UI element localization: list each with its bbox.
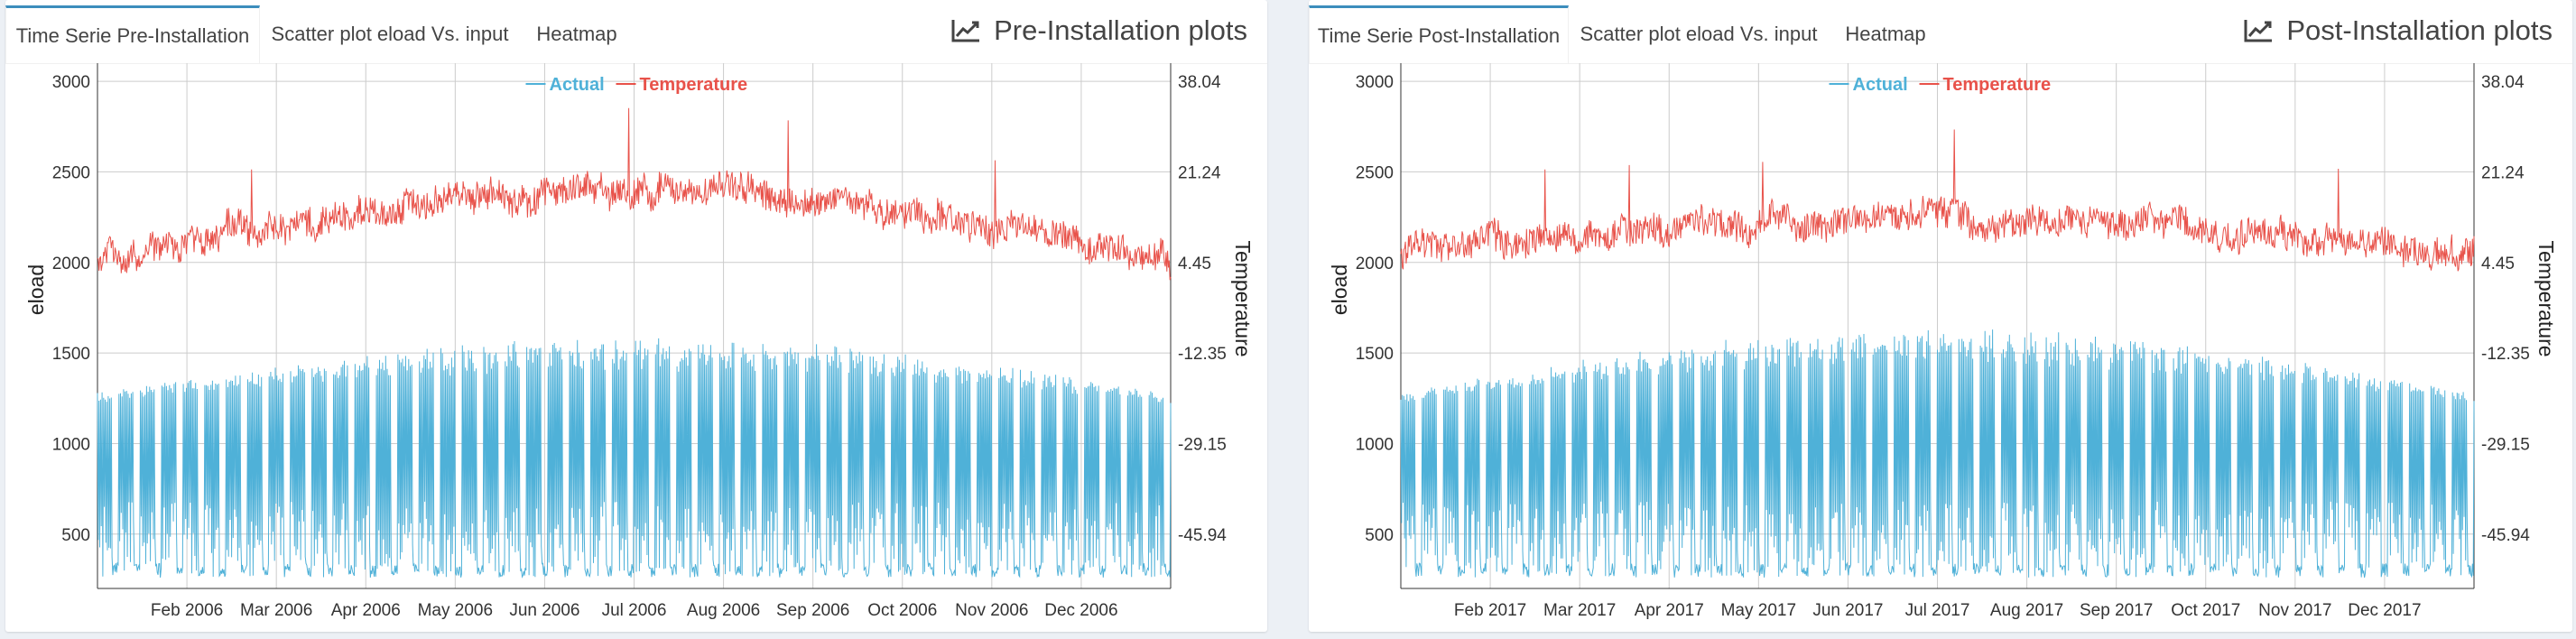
x-tick-label: Jun 2017 [1812, 601, 1883, 620]
y-tick-label: 2000 [1356, 255, 1394, 273]
x-tick-label: Jun 2006 [509, 601, 579, 620]
series-line-actual [97, 338, 1172, 579]
time-series-chart[interactable]: 3000 2500 2000 1500 1000 500 38.04 21.24 4.45 -12… [1309, 63, 2572, 632]
post-installation-panel: Time Serie Post-Installation Scatter plo… [1309, 0, 2572, 632]
y-tick-label: 3000 [1356, 73, 1394, 92]
y2-axis-title: Temperature [2534, 240, 2558, 357]
series-line-temperature [1400, 129, 2475, 272]
panel-title-text: Post-Installation plots [2286, 14, 2553, 46]
x-tick-label: Apr 2006 [331, 601, 401, 620]
x-tick-label: Oct 2017 [2171, 601, 2240, 620]
y-tick-label: 1000 [52, 435, 90, 454]
y-tick-label: 3000 [52, 73, 90, 92]
x-tick-label: Jul 2006 [602, 601, 667, 620]
y-tick-label: 2500 [1356, 163, 1394, 182]
x-tick-label: Mar 2006 [240, 601, 312, 620]
y2-tick-label: 21.24 [2481, 163, 2525, 182]
legend-actual[interactable]: Actual [1853, 75, 1908, 95]
y-tick-label: 2000 [52, 255, 90, 273]
y-tick-label: 2500 [52, 163, 90, 182]
panel-title: Post-Installation plots [2243, 14, 2553, 47]
series-line-temperature [97, 107, 1172, 281]
y2-tick-label: -12.35 [2481, 345, 2530, 364]
x-tick-label: Jul 2017 [1905, 601, 1970, 620]
line-chart-icon [950, 18, 981, 43]
tab-time-serie-pre[interactable]: Time Serie Pre-Installation [5, 5, 260, 63]
y2-tick-label: -29.15 [2481, 435, 2530, 454]
legend-temperature[interactable]: Temperature [640, 75, 748, 95]
y2-tick-label: 38.04 [2481, 73, 2525, 92]
y2-tick-label: -45.94 [2481, 526, 2530, 545]
x-tick-label: Dec 2006 [1044, 601, 1117, 620]
x-tick-label: May 2017 [1721, 601, 1796, 620]
y-axis-title: eload [24, 264, 48, 315]
tab-scatter-plot[interactable]: Scatter plot eload Vs. input [271, 23, 509, 45]
x-tick-label: Aug 2006 [687, 601, 760, 620]
time-series-chart[interactable]: 3000 2500 2000 1500 1000 500 38.04 21.24 4.45 -12… [5, 63, 1267, 632]
x-tick-label: Nov 2006 [955, 601, 1028, 620]
panel-title: Pre-Installation plots [950, 14, 1247, 47]
tab-heatmap[interactable]: Heatmap [536, 23, 617, 45]
x-tick-label: Mar 2017 [1543, 601, 1616, 620]
x-tick-label: Feb 2006 [151, 601, 223, 620]
legend-actual[interactable]: Actual [550, 75, 605, 95]
y2-tick-label: 4.45 [1178, 255, 1211, 273]
x-tick-label: Dec 2017 [2348, 601, 2421, 620]
panel-title-text: Pre-Installation plots [994, 14, 1247, 46]
x-tick-label: Sep 2017 [2080, 601, 2153, 620]
y-tick-label: 500 [1365, 526, 1394, 545]
tab-time-serie-post[interactable]: Time Serie Post-Installation [1309, 5, 1569, 63]
y2-tick-label: 38.04 [1178, 73, 1221, 92]
y2-axis-title: Temperature [1231, 240, 1255, 357]
series-line-actual [1400, 329, 2475, 579]
y2-tick-label: 4.45 [2481, 255, 2515, 273]
y-tick-label: 1500 [52, 345, 90, 364]
legend-temperature[interactable]: Temperature [1943, 75, 2052, 95]
x-tick-label: Aug 2017 [1990, 601, 2063, 620]
tab-scatter-plot[interactable]: Scatter plot eload Vs. input [1580, 23, 1818, 45]
tab-heatmap[interactable]: Heatmap [1845, 23, 1926, 45]
pre-installation-panel: Time Serie Pre-Installation Scatter plot… [5, 0, 1267, 632]
x-tick-label: Apr 2017 [1635, 601, 1704, 620]
x-tick-label: Sep 2006 [776, 601, 849, 620]
y-tick-label: 500 [61, 526, 90, 545]
y-tick-label: 1500 [1356, 345, 1394, 364]
tab-bar: Time Serie Pre-Installation Scatter plot… [5, 0, 1267, 64]
y2-tick-label: 21.24 [1178, 163, 1221, 182]
y2-tick-label: -45.94 [1178, 526, 1227, 545]
y2-tick-label: -29.15 [1178, 435, 1227, 454]
y-axis-title: eload [1328, 264, 1351, 315]
y-tick-label: 1000 [1356, 435, 1394, 454]
x-tick-label: Oct 2006 [867, 601, 937, 620]
y2-tick-label: -12.35 [1178, 345, 1227, 364]
x-tick-label: Nov 2017 [2258, 601, 2331, 620]
line-chart-icon [2243, 18, 2274, 43]
x-tick-label: Feb 2017 [1454, 601, 1526, 620]
tab-bar: Time Serie Post-Installation Scatter plo… [1309, 0, 2572, 64]
x-tick-label: May 2006 [418, 601, 493, 620]
